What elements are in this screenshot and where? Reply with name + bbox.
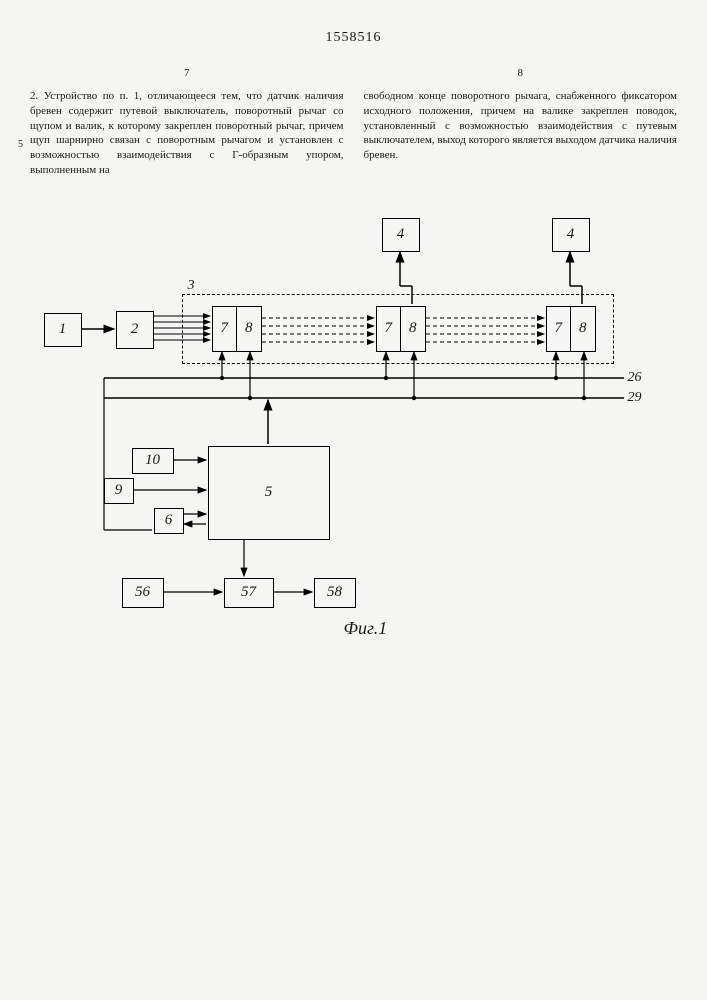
text-left: 2. Устройство по п. 1, отличающееся тем,… (30, 89, 344, 178)
col-num-left: 7 (30, 66, 344, 81)
col-num-right: 8 (364, 66, 678, 81)
margin-5: 5 (18, 138, 23, 152)
figure-1: 4 4 1 2 3 7 8 7 8 7 8 26 29 10 9 6 5 56 … (44, 218, 664, 658)
diagram-lines (44, 218, 664, 658)
text-right: свободном конце поворотного рычага, снаб… (364, 89, 678, 163)
column-left: 7 5 2. Устройство по п. 1, отличающееся … (30, 66, 344, 178)
column-right: 8 свободном конце поворотного рычага, сн… (364, 66, 678, 178)
text-columns: 7 5 2. Устройство по п. 1, отличающееся … (30, 66, 677, 178)
patent-number: 1558516 (30, 30, 677, 46)
